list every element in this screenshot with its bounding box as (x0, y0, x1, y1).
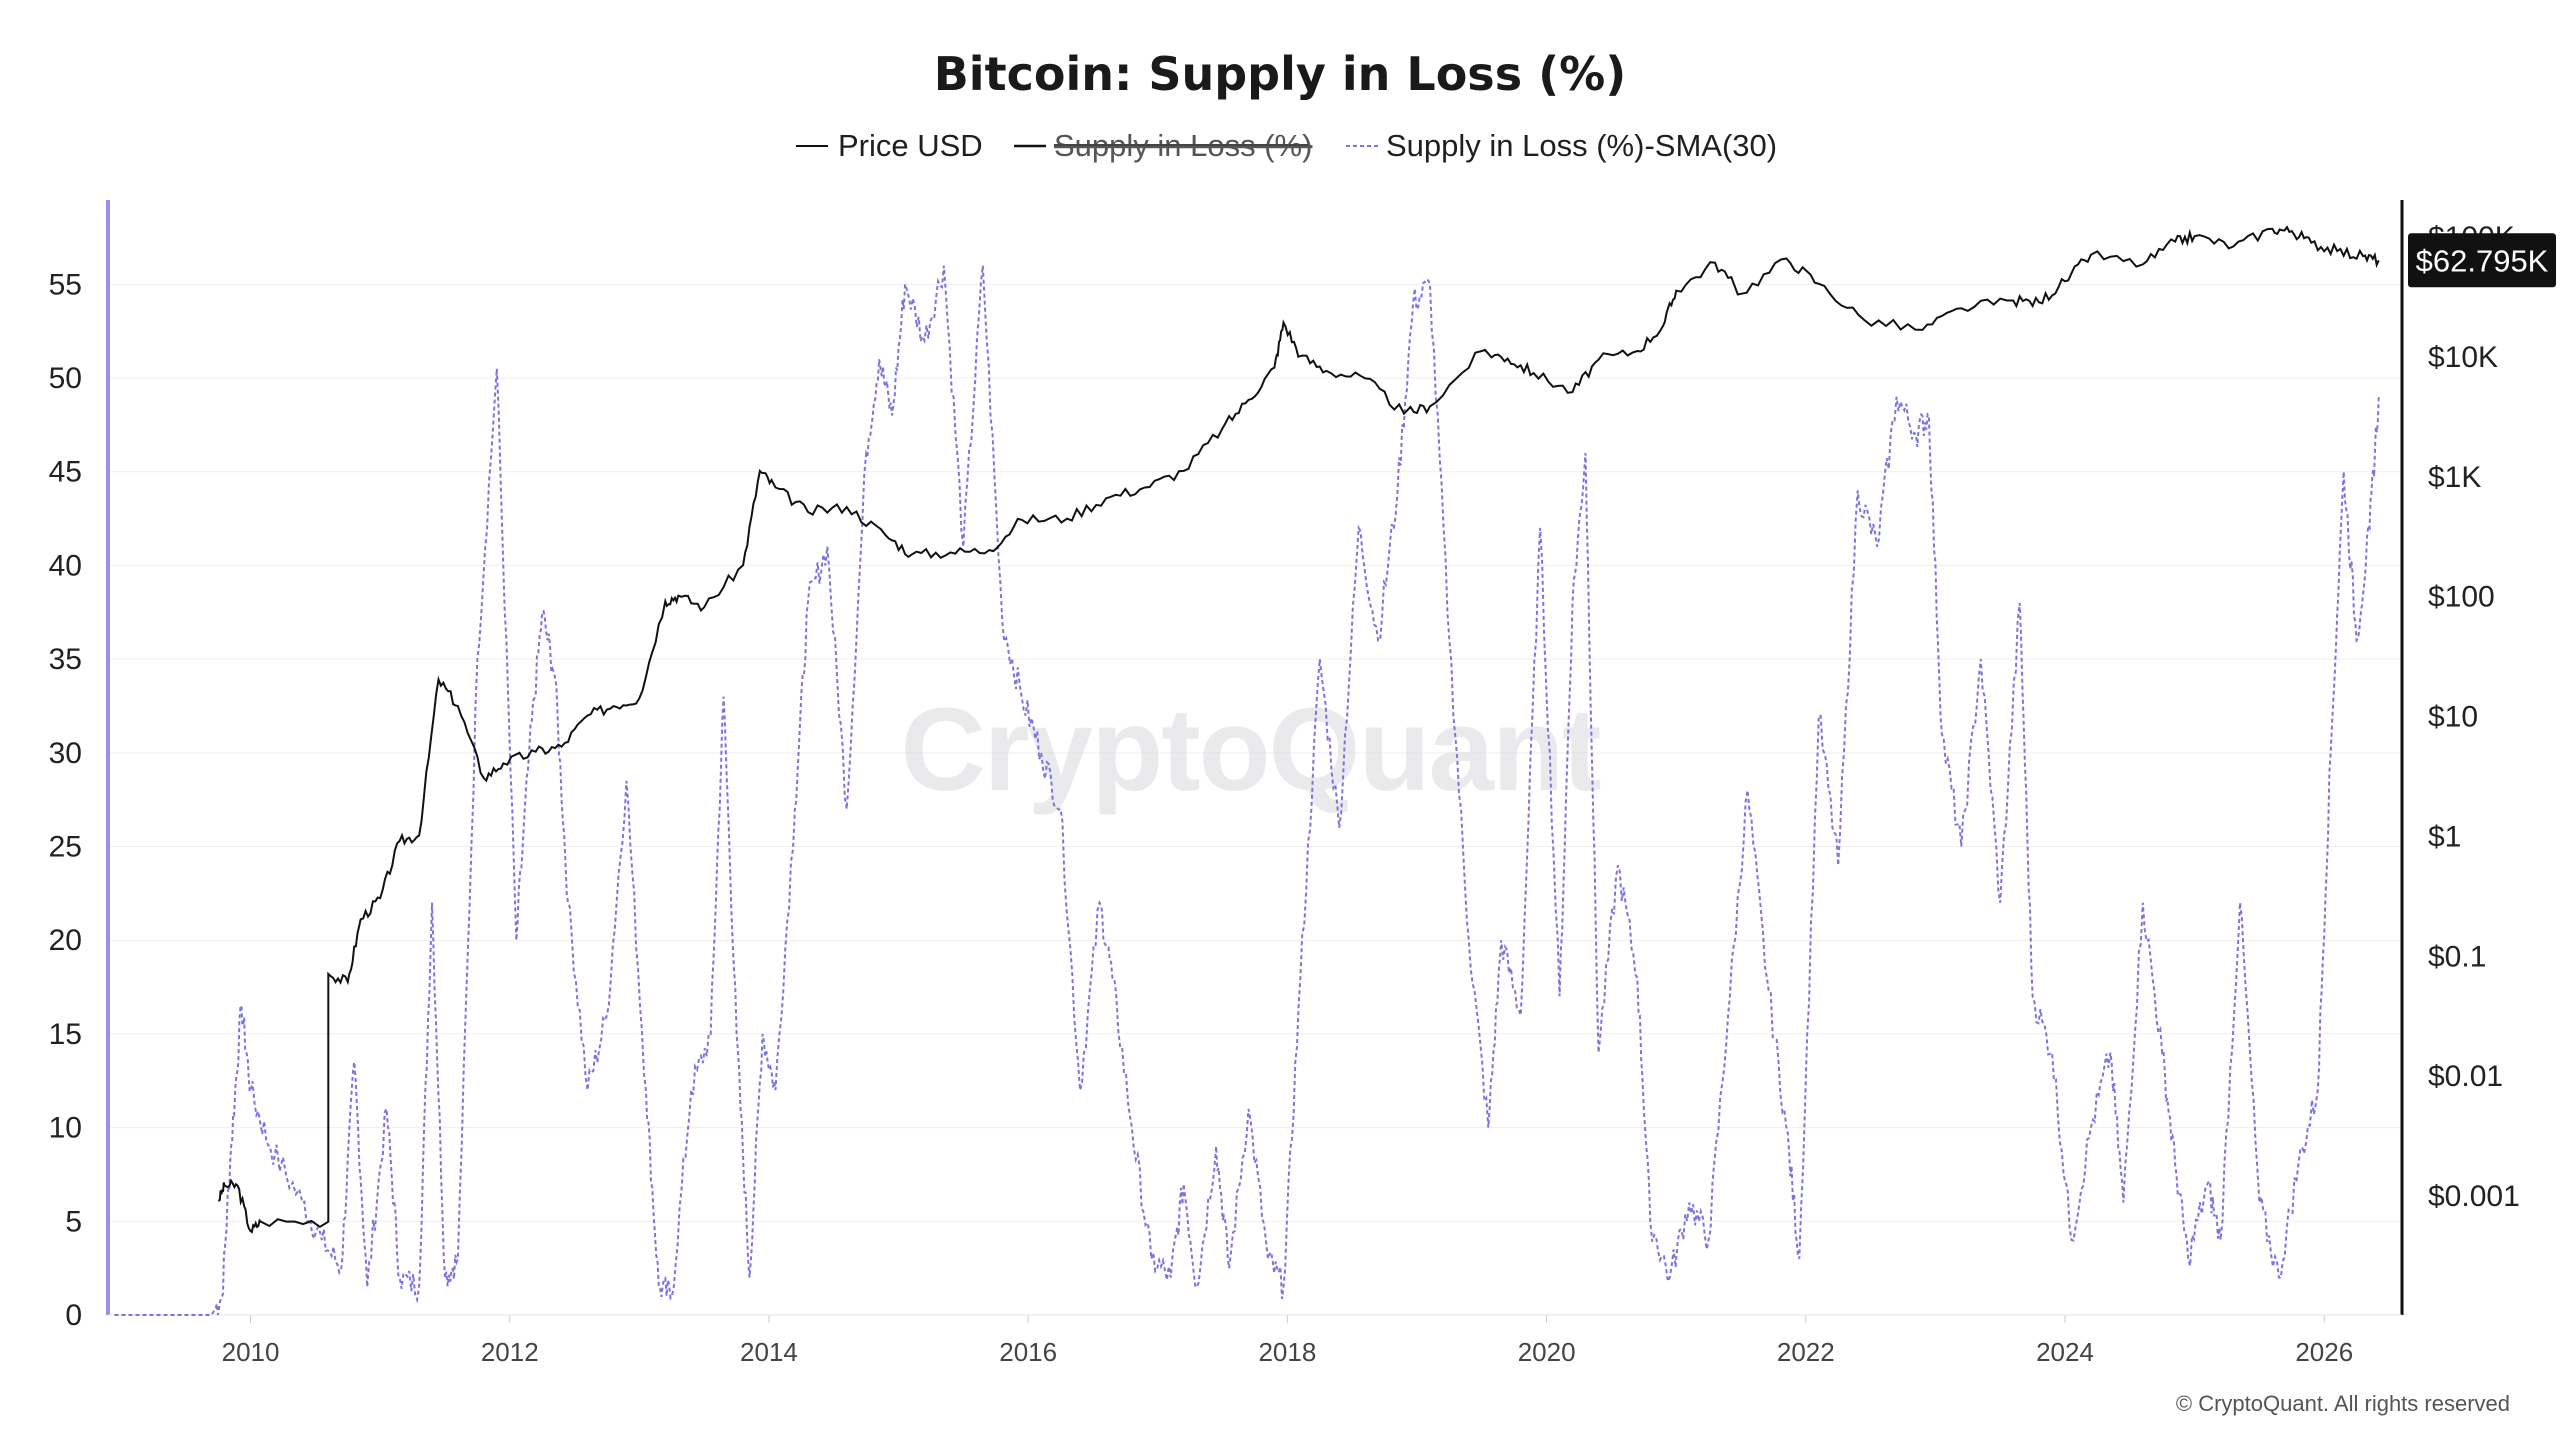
x-axis: 2010 2012 2014 2016 2018 2020 2022 2024 2026 (222, 1315, 2353, 1367)
legend-label-sma: Supply in Loss (%)-SMA(30) (1386, 128, 1777, 163)
legend-label-price: Price USD (838, 128, 983, 163)
y-right-tick-label: $0.01 (2428, 1060, 2503, 1093)
y-left-tick-label: 40 (49, 549, 82, 582)
y-left-tick-label: 5 (65, 1205, 82, 1238)
y-left-tick-label: 10 (49, 1112, 82, 1145)
x-tick-label: 2026 (2295, 1337, 2353, 1367)
current-price-badge-bg (2408, 233, 2556, 288)
x-tick-label: 2012 (481, 1337, 539, 1367)
y-left-tick-label: 0 (65, 1299, 82, 1332)
y-axis-left: 0 5 10 15 20 25 30 35 40 45 50 55 (49, 268, 82, 1332)
y-right-tick-label: $0.1 (2428, 940, 2486, 973)
y-right-tick-label: $1 (2428, 820, 2461, 853)
x-tick-label: 2022 (1777, 1337, 1835, 1367)
y-right-tick-label: $10 (2428, 701, 2478, 734)
y-axis-right: $0.001$0.01$0.1$1$10$100$1K$10K$100K (2428, 221, 2520, 1213)
x-tick-label: 2010 (222, 1337, 280, 1367)
legend-item-supply-in-loss[interactable]: Supply in Loss (%) (1014, 128, 1312, 163)
y-right-tick-label: $100 (2428, 581, 2495, 614)
y-left-tick-label: 30 (49, 737, 82, 770)
x-tick-label: 2024 (2036, 1337, 2094, 1367)
chart-title: Bitcoin: Supply in Loss (%) (934, 47, 1626, 101)
legend[interactable]: Price USD Supply in Loss (%) Supply in L… (796, 128, 1777, 163)
x-tick-label: 2018 (1258, 1337, 1316, 1367)
current-price-badge: $62.795K (2408, 233, 2556, 288)
current-price-label: $62.795K (2416, 243, 2549, 278)
grid-lines (108, 283, 2402, 1222)
y-right-tick-label: $1K (2428, 461, 2481, 494)
y-left-tick-label: 25 (49, 831, 82, 864)
x-tick-label: 2014 (740, 1337, 798, 1367)
y-left-tick-label: 55 (49, 268, 82, 301)
copyright: © CryptoQuant. All rights reserved (2176, 1391, 2510, 1416)
watermark: CryptoQuant (900, 684, 1600, 816)
x-tick-label: 2020 (1518, 1337, 1576, 1367)
series-line-price-usd (218, 225, 2380, 1234)
legend-item-price[interactable]: Price USD (796, 128, 983, 163)
y-left-tick-label: 20 (49, 924, 82, 957)
y-left-tick-label: 50 (49, 362, 82, 395)
y-right-tick-label: $10K (2428, 341, 2498, 374)
y-left-tick-label: 45 (49, 456, 82, 489)
y-right-tick-label: $0.001 (2428, 1180, 2520, 1213)
legend-item-sma[interactable]: Supply in Loss (%)-SMA(30) (1346, 128, 1777, 163)
y-left-tick-label: 35 (49, 643, 82, 676)
x-tick-label: 2016 (999, 1337, 1057, 1367)
y-left-tick-label: 15 (49, 1018, 82, 1051)
